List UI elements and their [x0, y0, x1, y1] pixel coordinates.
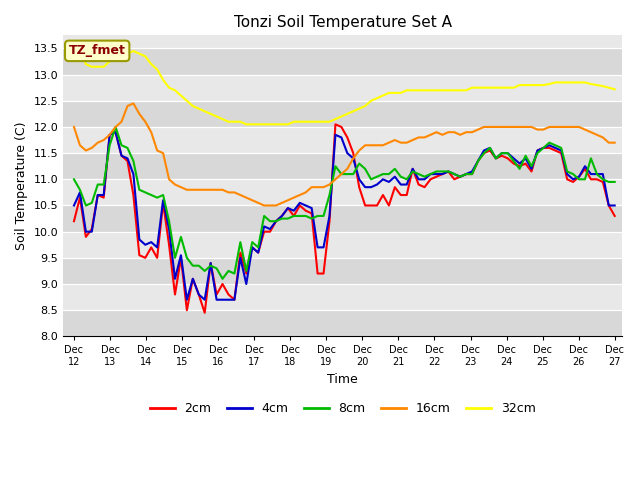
4cm — [611, 203, 618, 208]
Bar — [63, 310, 622, 336]
Line: 8cm: 8cm — [74, 127, 614, 279]
2cm — [201, 310, 209, 316]
2cm — [516, 163, 524, 169]
32cm — [527, 82, 535, 88]
16cm — [260, 203, 268, 208]
32cm — [498, 85, 506, 91]
Line: 2cm: 2cm — [74, 124, 614, 313]
32cm — [510, 85, 518, 91]
2cm — [510, 161, 518, 167]
16cm — [510, 124, 518, 130]
Bar — [63, 205, 622, 232]
4cm — [534, 148, 541, 154]
2cm — [504, 156, 511, 161]
4cm — [480, 148, 488, 154]
8cm — [219, 276, 227, 282]
2cm — [534, 148, 541, 154]
Bar — [63, 232, 622, 258]
Line: 32cm: 32cm — [74, 48, 614, 124]
16cm — [70, 124, 78, 130]
16cm — [504, 124, 511, 130]
Bar — [63, 258, 622, 284]
Line: 16cm: 16cm — [74, 103, 614, 205]
32cm — [474, 85, 482, 91]
Line: 4cm: 4cm — [74, 132, 614, 300]
4cm — [504, 150, 511, 156]
Text: TZ_fmet: TZ_fmet — [68, 44, 125, 58]
2cm — [332, 121, 339, 127]
8cm — [510, 158, 518, 164]
Bar — [63, 284, 622, 310]
2cm — [403, 192, 411, 198]
32cm — [70, 46, 78, 51]
32cm — [611, 86, 618, 92]
Bar — [63, 180, 622, 205]
32cm — [504, 85, 511, 91]
4cm — [70, 203, 78, 208]
16cm — [129, 100, 137, 106]
16cm — [516, 124, 524, 130]
Bar — [63, 48, 622, 74]
2cm — [611, 213, 618, 219]
X-axis label: Time: Time — [327, 372, 358, 385]
Bar — [63, 101, 622, 127]
8cm — [403, 177, 411, 182]
16cm — [480, 124, 488, 130]
2cm — [480, 150, 488, 156]
16cm — [534, 127, 541, 132]
8cm — [112, 124, 120, 130]
8cm — [611, 179, 618, 185]
16cm — [611, 140, 618, 145]
16cm — [403, 140, 411, 145]
8cm — [70, 177, 78, 182]
4cm — [510, 156, 518, 161]
4cm — [516, 161, 524, 167]
32cm — [397, 90, 404, 96]
Bar — [63, 74, 622, 101]
8cm — [504, 150, 511, 156]
8cm — [480, 150, 488, 156]
Y-axis label: Soil Temperature (C): Soil Temperature (C) — [15, 121, 28, 250]
8cm — [534, 150, 541, 156]
Bar — [63, 127, 622, 153]
2cm — [70, 218, 78, 224]
4cm — [403, 181, 411, 187]
4cm — [183, 297, 191, 302]
32cm — [243, 121, 250, 127]
Legend: 2cm, 4cm, 8cm, 16cm, 32cm: 2cm, 4cm, 8cm, 16cm, 32cm — [145, 397, 540, 420]
4cm — [112, 129, 120, 135]
8cm — [516, 166, 524, 172]
Bar — [63, 153, 622, 180]
Title: Tonzi Soil Temperature Set A: Tonzi Soil Temperature Set A — [234, 15, 452, 30]
